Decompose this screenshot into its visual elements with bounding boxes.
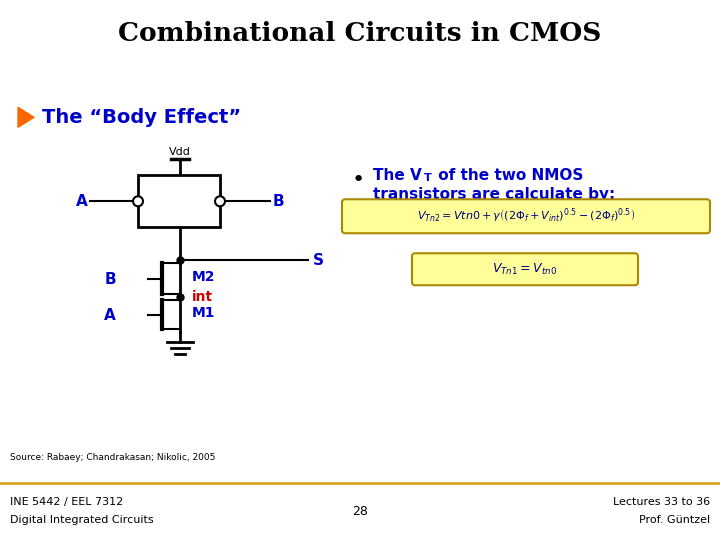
FancyBboxPatch shape bbox=[412, 253, 638, 285]
Text: B: B bbox=[104, 272, 116, 287]
Text: of the two NMOS: of the two NMOS bbox=[433, 168, 583, 183]
Circle shape bbox=[133, 196, 143, 206]
Text: •: • bbox=[351, 170, 364, 190]
Text: A: A bbox=[76, 194, 88, 209]
Text: M2: M2 bbox=[192, 270, 215, 284]
Text: transistors are calculate by:: transistors are calculate by: bbox=[373, 187, 616, 202]
Text: Lectures 33 to 36: Lectures 33 to 36 bbox=[613, 497, 710, 507]
Text: M1: M1 bbox=[192, 306, 215, 320]
Text: A: A bbox=[104, 308, 116, 323]
Text: Vdd: Vdd bbox=[169, 147, 191, 157]
Text: 28: 28 bbox=[352, 504, 368, 517]
Text: S: S bbox=[313, 253, 324, 268]
Bar bbox=[138, 176, 220, 227]
Text: Combinational Circuits in CMOS: Combinational Circuits in CMOS bbox=[118, 21, 602, 46]
Polygon shape bbox=[18, 107, 34, 127]
Text: B: B bbox=[272, 194, 284, 209]
FancyBboxPatch shape bbox=[342, 199, 710, 233]
Text: The “Body Effect”: The “Body Effect” bbox=[42, 108, 241, 127]
Text: The V: The V bbox=[373, 168, 422, 183]
Text: $V_{Tn2} = Vtn0 + \gamma \left(\left( 2\Phi_f + V_{int}\right)^{0.5} - \left(2\P: $V_{Tn2} = Vtn0 + \gamma \left(\left( 2\… bbox=[417, 207, 635, 226]
Text: int: int bbox=[192, 290, 213, 304]
Text: Source: Rabaey; Chandrakasan; Nikolic, 2005: Source: Rabaey; Chandrakasan; Nikolic, 2… bbox=[10, 453, 215, 462]
Text: Digital Integrated Circuits: Digital Integrated Circuits bbox=[10, 515, 153, 525]
Circle shape bbox=[215, 196, 225, 206]
Text: $V_{Tn1} = V_{tn0}$: $V_{Tn1} = V_{tn0}$ bbox=[492, 262, 557, 277]
Text: T: T bbox=[424, 173, 432, 183]
Text: Prof. Güntzel: Prof. Güntzel bbox=[639, 515, 710, 525]
Text: INE 5442 / EEL 7312: INE 5442 / EEL 7312 bbox=[10, 497, 123, 507]
